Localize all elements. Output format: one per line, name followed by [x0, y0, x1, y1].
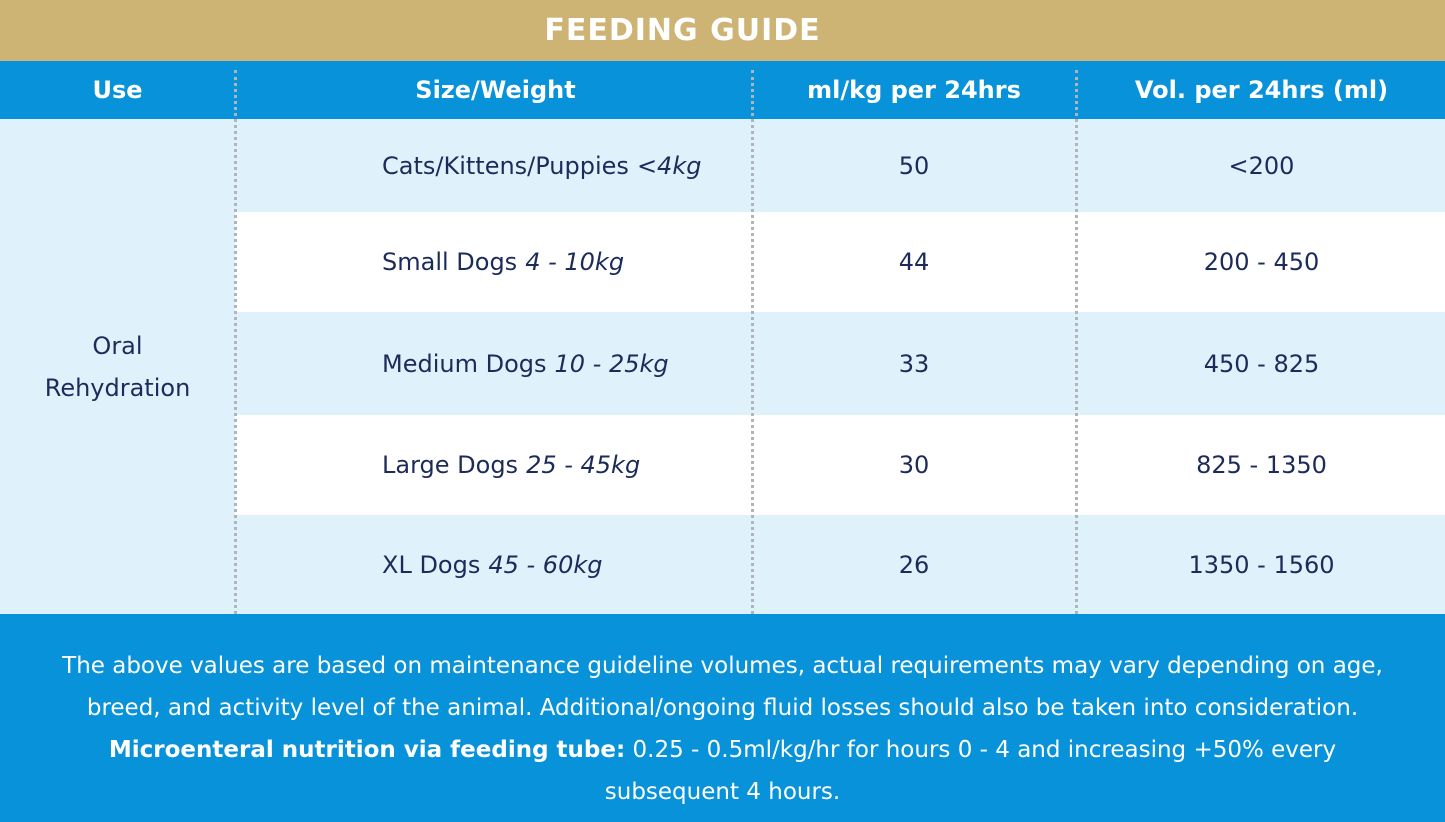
- column-divider: [234, 70, 237, 614]
- volume-cell: <200: [1228, 151, 1295, 180]
- table-row: Small Dogs 4 - 10kg 44 200 - 450: [235, 212, 1445, 312]
- header-rate: ml/kg per 24hrs: [807, 76, 1021, 104]
- footer-note: The above values are based on maintenanc…: [0, 614, 1445, 822]
- header-size-weight: Size/Weight: [415, 76, 576, 104]
- rate-cell: 30: [898, 451, 930, 479]
- microenteral-text: 0.25 - 0.5ml/kg/hr for hours 0 - 4 and i…: [625, 737, 1337, 763]
- animal-label: Large Dogs: [382, 451, 519, 479]
- feeding-guide-banner: FEEDING GUIDE: [0, 0, 1445, 61]
- header-use: Use: [92, 76, 143, 104]
- volume-cell: 1350 - 1560: [1188, 550, 1335, 579]
- table-row: Medium Dogs 10 - 25kg 33 450 - 825: [235, 312, 1445, 415]
- footer-line: The above values are based on maintenanc…: [62, 653, 1383, 679]
- weight-range: <4kg: [636, 151, 702, 180]
- rate-cell: 26: [898, 550, 930, 579]
- table-row: Large Dogs 25 - 45kg 30 825 - 1350: [235, 415, 1445, 515]
- size-weight-cell: Large Dogs 25 - 45kg: [382, 415, 640, 515]
- use-label: Oral Rehydration: [44, 331, 191, 402]
- size-weight-cell: XL Dogs 45 - 60kg: [382, 515, 602, 614]
- header-volume: Vol. per 24hrs (ml): [1134, 76, 1389, 104]
- table-row: XL Dogs 45 - 60kg 26 1350 - 1560: [235, 515, 1445, 614]
- page-title: FEEDING GUIDE: [544, 13, 821, 48]
- table-row: Cats/Kittens/Puppies <4kg 50 <200: [235, 119, 1445, 212]
- weight-range: 4 - 10kg: [525, 248, 625, 276]
- rate-cell: 44: [898, 248, 930, 276]
- volume-cell: 450 - 825: [1203, 349, 1320, 378]
- weight-range: 25 - 45kg: [526, 451, 641, 479]
- footer-line: breed, and activity level of the animal.…: [86, 695, 1359, 721]
- size-weight-cell: Medium Dogs 10 - 25kg: [382, 312, 669, 415]
- rate-cell: 50: [898, 151, 930, 180]
- animal-label: Cats/Kittens/Puppies: [382, 151, 629, 180]
- weight-range: 10 - 25kg: [554, 349, 669, 378]
- volume-cell: 200 - 450: [1203, 248, 1320, 276]
- table-header: Use Size/Weight ml/kg per 24hrs Vol. per…: [0, 61, 1445, 119]
- animal-label: Medium Dogs: [382, 349, 547, 378]
- size-weight-cell: Cats/Kittens/Puppies <4kg: [382, 119, 701, 212]
- size-weight-cell: Small Dogs 4 - 10kg: [382, 212, 624, 312]
- column-divider: [1075, 70, 1078, 614]
- column-divider: [751, 70, 754, 614]
- volume-cell: 825 - 1350: [1196, 451, 1327, 479]
- use-cell: Oral Rehydration: [0, 119, 235, 614]
- footer-line: Microenteral nutrition via feeding tube:…: [0, 729, 1445, 771]
- animal-label: XL Dogs: [382, 550, 481, 579]
- table-body: Oral Rehydration Cats/Kittens/Puppies <4…: [0, 119, 1445, 614]
- microenteral-label: Microenteral nutrition via feeding tube:: [108, 737, 626, 763]
- footer-line: subsequent 4 hours.: [604, 779, 841, 805]
- animal-label: Small Dogs: [382, 248, 518, 276]
- rate-cell: 33: [898, 349, 930, 378]
- weight-range: 45 - 60kg: [488, 550, 603, 579]
